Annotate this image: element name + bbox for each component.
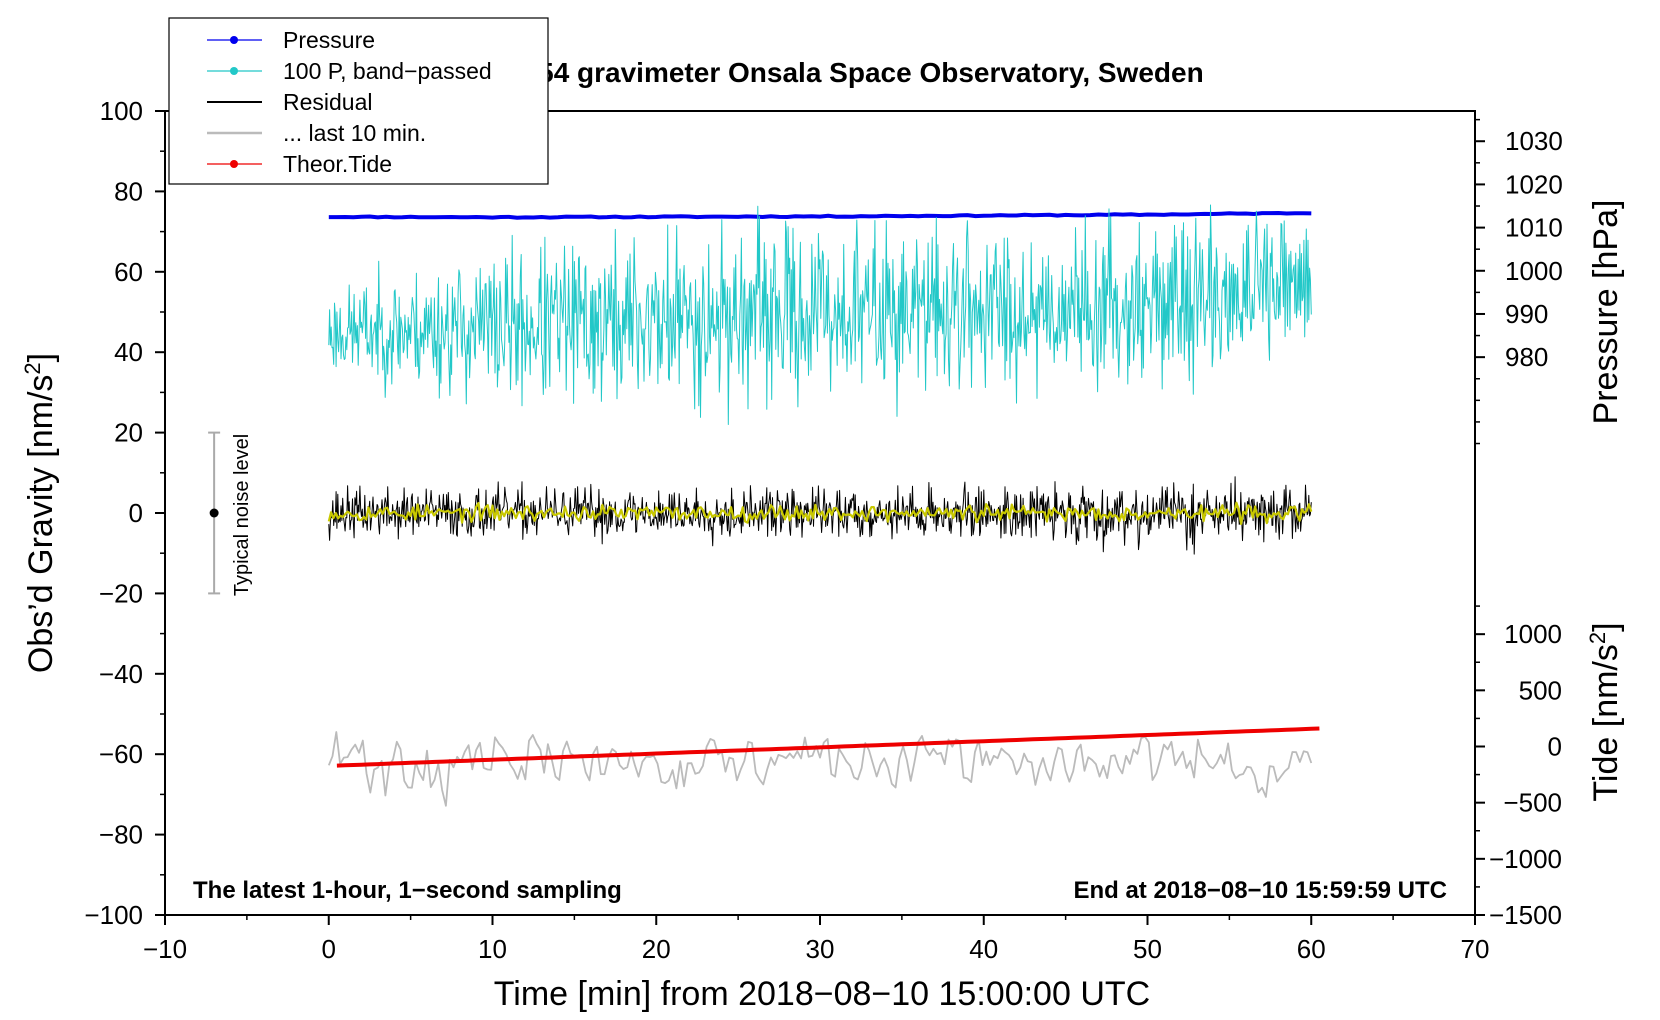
time-tick-label: 60 (1297, 934, 1326, 964)
pressure-tick-label: 980 (1505, 342, 1548, 372)
x-axis-title: Time [min] from 2018−08−10 15:00:00 UTC (494, 975, 1150, 1013)
legend-marker (230, 36, 238, 44)
gravity-tick-label: −60 (99, 739, 143, 769)
legend-item: ... last 10 min. (207, 120, 426, 146)
tide-axis-ticks: −1500 −1000 −500 0 500 1000 (1475, 605, 1562, 930)
pressure-tick-label: 990 (1505, 299, 1548, 329)
gravity-tick-label: −20 (99, 578, 143, 608)
annotation-sampling: The latest 1-hour, 1−second sampling (193, 877, 622, 904)
pressure-tick-label: 1010 (1505, 213, 1563, 243)
tide-tick-label: −500 (1503, 788, 1562, 818)
tide-tick-label: 0 (1548, 732, 1562, 762)
pressure-axis-ticks: 980 990 1000 1010 1020 1030 (1475, 118, 1563, 445)
gravity-tick-label: 20 (114, 418, 143, 448)
tide-tick-label: 500 (1519, 675, 1562, 705)
legend-label: Residual (283, 89, 373, 115)
noise-bar-center-dot (209, 508, 219, 518)
y-axis-title-gravity: Obs’d Gravity [nm/s2] (20, 353, 61, 673)
legend-item: Residual (207, 89, 373, 115)
noise-level-indicator: Typical noise level (208, 431, 253, 596)
gravity-tick-label: 40 (114, 337, 143, 367)
tide-tick-label: −1000 (1489, 844, 1562, 874)
pressure-tick-label: 1000 (1505, 256, 1563, 286)
time-tick-label: 40 (969, 934, 998, 964)
series-residual (328, 476, 1312, 555)
legend-item: 100 P, band−passed (207, 58, 492, 84)
legend-label: Theor.Tide (283, 151, 392, 177)
legend: Pressure 100 P, band−passed Residual ... la… (168, 17, 549, 185)
legend-item: Pressure (207, 27, 375, 53)
legend-label: Pressure (283, 27, 375, 53)
gravity-tick-label: 0 (129, 498, 143, 528)
time-tick-label: 30 (806, 934, 835, 964)
legend-label: ... last 10 min. (283, 120, 426, 146)
gravity-axis-ticks: −100 −80 −60 −40 −20 0 20 40 60 80 100 (84, 96, 165, 930)
time-tick-label: 10 (478, 934, 507, 964)
time-axis-ticks: −10 0 10 20 30 40 50 60 70 (143, 915, 1490, 964)
time-tick-label: 50 (1133, 934, 1162, 964)
time-tick-label: −10 (143, 934, 187, 964)
series-pressure (328, 211, 1312, 220)
y-axis-title-pressure: Pressure [hPa] (1587, 200, 1625, 425)
pressure-tick-label: 1030 (1505, 126, 1563, 156)
gravity-tick-label: 60 (114, 257, 143, 287)
chart-title: SCG_054 gravimeter Onsala Space Observat… (446, 57, 1203, 88)
gravity-tick-label: 100 (100, 96, 143, 126)
legend-item: Theor.Tide (207, 151, 392, 177)
series-100-p-band-passed (328, 204, 1312, 425)
legend-label: 100 P, band−passed (283, 58, 492, 84)
time-tick-label: 0 (322, 934, 336, 964)
time-tick-label: 20 (642, 934, 671, 964)
legend-marker (230, 67, 238, 75)
noise-level-label: Typical noise level (231, 434, 253, 596)
gravity-tick-label: −80 (99, 820, 143, 850)
gravity-tick-label: −40 (99, 659, 143, 689)
legend-marker (230, 160, 238, 168)
time-tick-label: 70 (1461, 934, 1490, 964)
tide-tick-label: −1500 (1489, 900, 1562, 930)
series-last-10-min (327, 731, 1313, 807)
tide-tick-label: 1000 (1504, 619, 1562, 649)
gravity-tick-label: 80 (114, 176, 143, 206)
pressure-tick-label: 1020 (1505, 169, 1563, 199)
gravity-tick-label: −100 (84, 900, 143, 930)
series-residual-smoothed (327, 501, 1313, 525)
series-layer (327, 204, 1320, 807)
series-theor-tide (336, 726, 1320, 768)
y-axis-title-tide: Tide [nm/s2] (1585, 622, 1626, 801)
annotation-end-time: End at 2018−08−10 15:59:59 UTC (1073, 877, 1447, 904)
